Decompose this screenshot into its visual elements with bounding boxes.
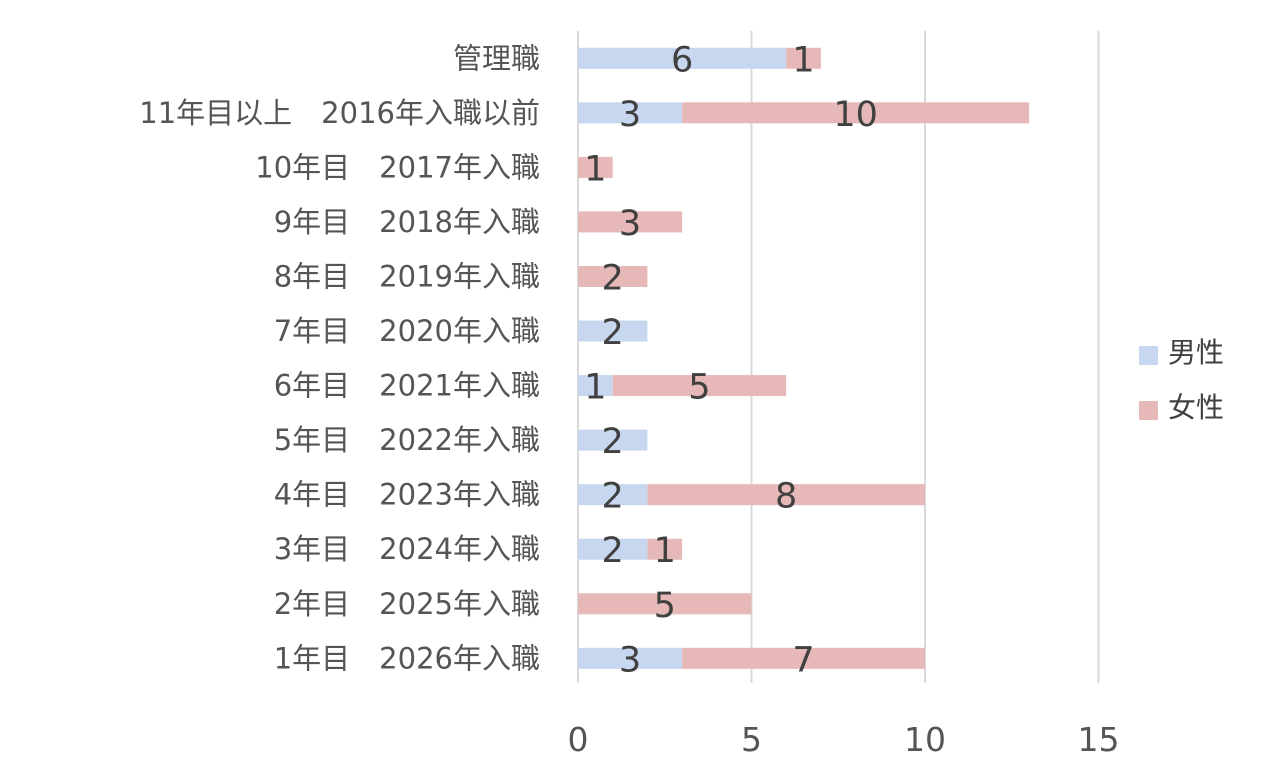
bar-segment-female [647, 538, 683, 560]
category-label: 5年目 2022年入職 [274, 423, 540, 457]
data-label-male: 2 [602, 422, 624, 462]
data-label-female: 1 [654, 531, 676, 571]
category-label: 3年目 2024年入職 [274, 532, 540, 566]
data-label-female: 1 [792, 40, 814, 80]
category-labels: 管理職 11年目以上 2016年入職以前 10年目 2017年入職 9年目 2018年… [139, 41, 540, 675]
bar-segment-female [578, 211, 683, 233]
bar-segment-male [578, 538, 648, 560]
legend: 男性 女性 [1139, 336, 1224, 424]
data-label-female: 1 [584, 149, 606, 189]
x-axis-tick-labels: 0 5 10 15 [568, 720, 1120, 759]
bar-segment-male [578, 47, 787, 69]
bar-segment-female [578, 265, 648, 287]
category-label: 10年目 2017年入職 [255, 150, 540, 184]
data-label-female: 7 [792, 640, 814, 680]
category-label: 6年目 2021年入職 [274, 369, 540, 403]
bar-segment-female [612, 375, 787, 397]
data-label-male: 2 [602, 477, 624, 517]
bar-segment-female [682, 647, 925, 669]
x-tick-label-15: 15 [1078, 720, 1120, 759]
bar-segment-female [578, 593, 752, 615]
bar-segment-male [578, 102, 683, 124]
data-label-male: 3 [619, 640, 641, 680]
category-label: 9年目 2018年入職 [274, 205, 540, 239]
bar-segment-female [786, 47, 821, 69]
category-label: 11年目以上 2016年入職以前 [139, 96, 540, 130]
data-label-female: 2 [602, 258, 624, 298]
data-label-male: 2 [602, 531, 624, 571]
legend-label-female: 女性 [1168, 391, 1224, 424]
data-label-male: 1 [584, 368, 606, 408]
category-label: 4年目 2023年入職 [274, 478, 540, 512]
data-label-female: 5 [688, 368, 710, 408]
x-tick-label-10: 10 [904, 720, 946, 759]
category-label: 1年目 2026年入職 [274, 641, 540, 675]
legend-swatch-male [1139, 346, 1158, 365]
data-label-male: 6 [671, 40, 693, 80]
bar-segment-male [578, 320, 648, 342]
x-tick-label-5: 5 [741, 720, 762, 759]
x-tick-label-0: 0 [568, 720, 589, 759]
data-label-female: 10 [833, 95, 878, 135]
category-label: 管理職 [453, 41, 540, 75]
data-label-female: 5 [654, 586, 676, 626]
bar-segment-female [647, 484, 925, 506]
legend-swatch-female [1139, 401, 1158, 420]
data-label-female: 8 [775, 477, 797, 517]
bar-segment-female [578, 156, 613, 178]
data-label-male: 2 [602, 313, 624, 353]
gridlines [577, 31, 1100, 683]
bar-segment-male [578, 375, 613, 397]
bar-segment-female [682, 102, 1030, 124]
data-label-female: 3 [619, 204, 641, 244]
bar-segment-male [578, 429, 648, 451]
legend-label-male: 男性 [1168, 336, 1224, 369]
category-label: 7年目 2020年入職 [274, 314, 540, 348]
bar-segment-male [578, 647, 683, 669]
data-label-male: 3 [619, 95, 641, 135]
category-label: 8年目 2019年入職 [274, 259, 540, 293]
bar-segment-male [578, 484, 648, 506]
category-label: 2年目 2025年入職 [274, 587, 540, 621]
